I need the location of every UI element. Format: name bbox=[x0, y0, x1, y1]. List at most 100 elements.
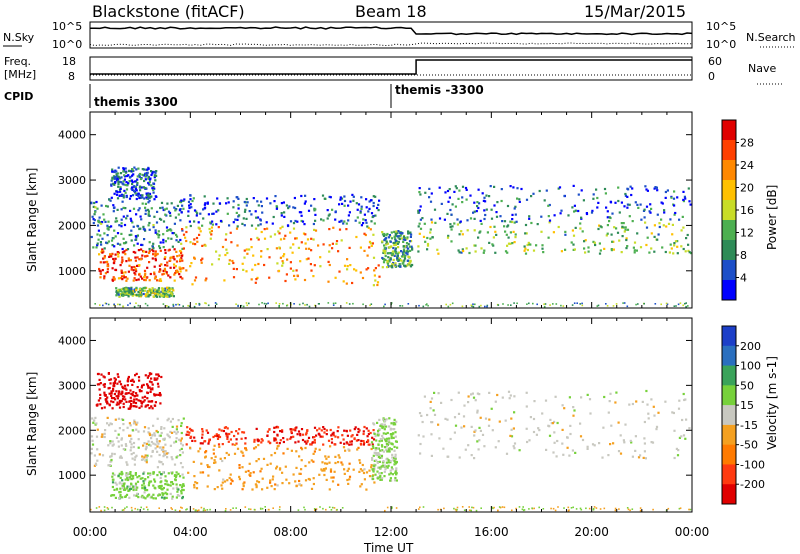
data-cell bbox=[128, 264, 131, 267]
data-cell bbox=[134, 456, 137, 459]
data-cell bbox=[631, 220, 634, 223]
data-cell bbox=[134, 185, 138, 189]
data-cell bbox=[348, 462, 351, 465]
data-cell bbox=[366, 225, 369, 228]
data-cell bbox=[193, 257, 196, 260]
data-cell bbox=[155, 295, 158, 298]
data-cell bbox=[144, 488, 147, 492]
data-cell bbox=[106, 263, 110, 266]
data-cell bbox=[513, 241, 516, 244]
data-cell bbox=[134, 482, 138, 485]
data-cell bbox=[201, 244, 204, 247]
data-cell bbox=[176, 494, 179, 497]
data-cell bbox=[346, 469, 349, 472]
data-cell bbox=[368, 207, 371, 210]
data-cell bbox=[362, 440, 365, 443]
data-cell bbox=[107, 464, 110, 467]
data-cell bbox=[196, 509, 199, 512]
data-cell bbox=[587, 250, 590, 253]
data-cell bbox=[347, 448, 350, 451]
data-cell bbox=[113, 229, 116, 232]
data-cell bbox=[256, 200, 259, 203]
data-cell bbox=[676, 245, 679, 248]
data-cell bbox=[284, 465, 287, 468]
data-cell bbox=[639, 507, 642, 509]
data-cell bbox=[426, 248, 429, 251]
data-cell bbox=[418, 222, 421, 225]
colorbar-segment bbox=[722, 326, 736, 347]
data-cell bbox=[421, 217, 424, 220]
data-cell bbox=[307, 209, 311, 212]
data-cell bbox=[140, 291, 143, 294]
data-cell bbox=[264, 506, 266, 508]
beam-title: Beam 18 bbox=[355, 2, 427, 21]
data-cell bbox=[605, 206, 608, 209]
data-cell bbox=[196, 240, 199, 243]
data-cell bbox=[255, 460, 258, 463]
data-cell bbox=[120, 437, 123, 440]
data-cell bbox=[580, 396, 583, 399]
data-cell bbox=[511, 213, 514, 216]
data-cell bbox=[328, 195, 331, 198]
data-cell bbox=[228, 476, 231, 480]
data-cell bbox=[303, 506, 305, 509]
data-cell bbox=[248, 210, 251, 213]
data-cell bbox=[382, 432, 385, 435]
data-cell bbox=[189, 241, 192, 244]
data-cell bbox=[544, 303, 547, 305]
data-cell bbox=[313, 264, 316, 267]
data-cell bbox=[248, 462, 251, 465]
data-cell bbox=[204, 509, 206, 512]
data-cell bbox=[96, 233, 99, 236]
data-cell bbox=[430, 454, 433, 457]
data-cell bbox=[679, 507, 682, 509]
data-cell bbox=[367, 443, 370, 446]
data-cell bbox=[226, 437, 229, 440]
data-cell bbox=[96, 242, 99, 245]
data-cell bbox=[135, 454, 138, 457]
data-cell bbox=[181, 473, 184, 476]
data-cell bbox=[357, 439, 360, 442]
data-cell bbox=[299, 434, 302, 437]
data-cell bbox=[146, 383, 149, 386]
data-cell bbox=[123, 289, 126, 292]
data-cell bbox=[391, 507, 393, 510]
data-cell bbox=[113, 183, 116, 186]
data-cell bbox=[378, 199, 381, 202]
data-cell bbox=[123, 250, 126, 253]
data-cell bbox=[118, 481, 122, 484]
data-cell bbox=[395, 507, 398, 509]
data-cell bbox=[289, 261, 292, 264]
data-cell bbox=[151, 387, 154, 390]
data-cell bbox=[122, 402, 125, 405]
data-cell bbox=[306, 238, 310, 241]
data-cell bbox=[547, 204, 550, 207]
data-cell bbox=[146, 391, 149, 394]
data-cell bbox=[443, 218, 446, 221]
data-cell bbox=[394, 435, 397, 438]
data-cell bbox=[407, 243, 410, 246]
data-cell bbox=[323, 431, 326, 434]
data-cell bbox=[132, 400, 136, 403]
data-cell bbox=[170, 291, 173, 294]
data-cell bbox=[204, 302, 206, 304]
data-cell bbox=[620, 251, 623, 254]
data-cell bbox=[313, 228, 316, 231]
data-cell bbox=[147, 400, 150, 403]
data-cell bbox=[157, 385, 160, 388]
data-cell bbox=[376, 447, 379, 450]
data-cell bbox=[95, 246, 98, 249]
data-cell bbox=[389, 461, 392, 464]
data-cell bbox=[663, 209, 666, 212]
data-cell bbox=[392, 241, 395, 245]
data-cell bbox=[488, 195, 491, 198]
data-cell bbox=[308, 305, 311, 308]
data-cell bbox=[661, 246, 664, 249]
data-cell bbox=[118, 456, 122, 459]
data-cell bbox=[278, 305, 280, 308]
data-cell bbox=[679, 302, 682, 304]
data-cell bbox=[472, 305, 475, 308]
data-cell bbox=[371, 436, 374, 439]
data-cell bbox=[345, 222, 348, 225]
data-cell bbox=[113, 259, 116, 262]
